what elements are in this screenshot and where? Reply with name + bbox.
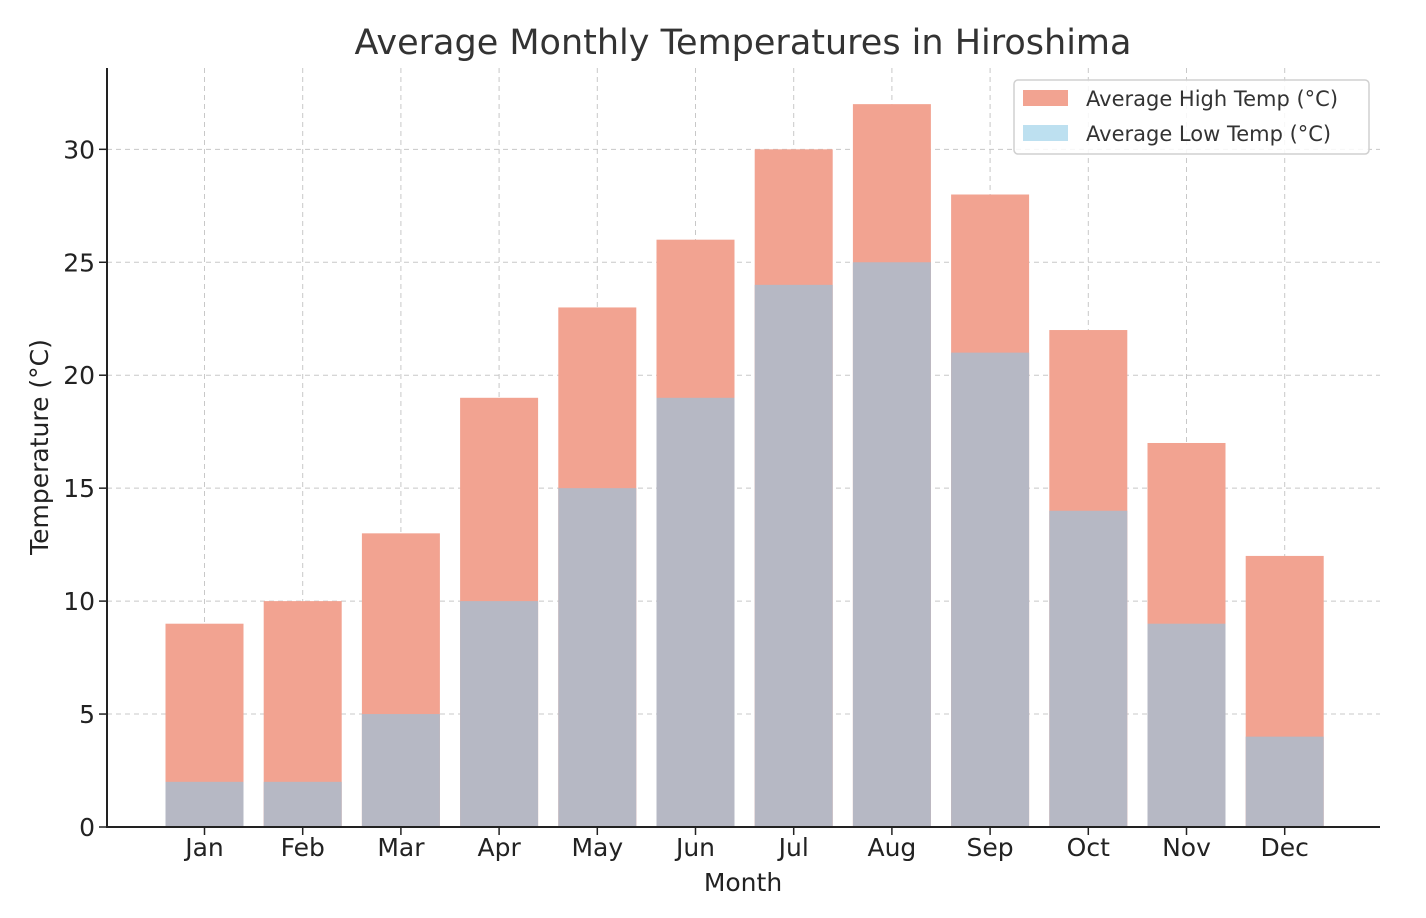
x-tick-label: Dec — [1261, 833, 1309, 862]
bar-low-may — [558, 488, 637, 827]
x-tick-label: Sep — [967, 833, 1014, 862]
y-tick-label: 30 — [63, 135, 95, 164]
bar-low-aug — [852, 262, 931, 828]
legend-label-low: Average Low Temp (°C) — [1086, 122, 1331, 146]
x-tick-label: Nov — [1162, 833, 1211, 862]
y-tick-label: 10 — [63, 587, 95, 616]
y-axis-label: Temperature (°C) — [25, 339, 54, 556]
legend: Average High Temp (°C) Average Low Temp … — [1013, 79, 1370, 155]
bar-low-dec — [1245, 736, 1324, 827]
y-tick-label: 15 — [63, 474, 95, 503]
bar-low-apr — [460, 601, 539, 827]
bar-low-feb — [263, 781, 342, 827]
x-tick-label: May — [571, 833, 623, 862]
bar-low-jul — [754, 284, 833, 827]
bar-low-sep — [951, 352, 1030, 827]
x-tick-label: Oct — [1067, 833, 1110, 862]
legend-label-high: Average High Temp (°C) — [1086, 87, 1338, 111]
legend-box — [1013, 79, 1370, 155]
x-axis-label: Month — [704, 868, 782, 897]
bar-low-mar — [361, 714, 440, 827]
y-ticks: 0 5 10 15 20 25 30 — [63, 135, 107, 842]
y-tick-label: 25 — [63, 248, 95, 277]
bar-low-oct — [1049, 510, 1128, 827]
x-tick-label: Jun — [674, 833, 715, 862]
chart-title: Average Monthly Temperatures in Hiroshim… — [355, 23, 1132, 63]
x-tick-label: Mar — [377, 833, 425, 862]
y-tick-label: 0 — [79, 813, 95, 842]
bar-low-jan — [165, 781, 244, 827]
bars — [165, 104, 1324, 828]
bar-low-nov — [1147, 623, 1226, 827]
x-ticks: Jan Feb Mar Apr May Jun Jul Aug Sep Oct Nov Dec — [183, 827, 1309, 862]
legend-swatch-low — [1023, 125, 1068, 141]
x-tick-label: Aug — [867, 833, 916, 862]
y-tick-label: 20 — [63, 361, 95, 390]
y-tick-label: 5 — [79, 700, 95, 729]
x-tick-label: Jul — [777, 833, 809, 862]
x-tick-label: Feb — [281, 833, 325, 862]
x-tick-label: Jan — [183, 833, 224, 862]
legend-swatch-high — [1023, 90, 1068, 106]
x-tick-label: Apr — [477, 833, 521, 862]
bar-low-jun — [656, 397, 735, 827]
